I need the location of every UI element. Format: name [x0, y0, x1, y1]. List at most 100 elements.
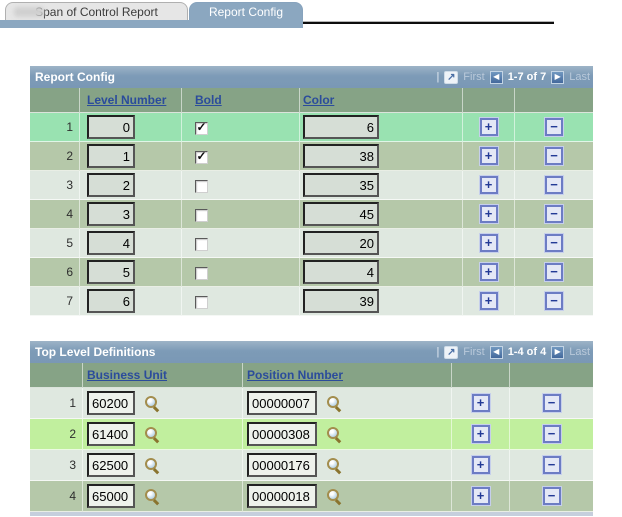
position-number-lookup-icon[interactable]: [326, 488, 343, 505]
bold-checkbox[interactable]: ✓: [195, 295, 208, 309]
row-number: 4: [30, 200, 80, 229]
redacted-blur: [14, 7, 44, 17]
position-number-input[interactable]: [247, 484, 317, 508]
divider-line: [303, 21, 554, 22]
color-input[interactable]: [303, 260, 379, 284]
table-row: 2 ✓ + −: [30, 142, 593, 171]
position-number-input[interactable]: [247, 391, 317, 415]
table-row: 1 + −: [30, 388, 593, 419]
add-row-button[interactable]: +: [471, 393, 490, 412]
grid-title: Report Config: [35, 70, 115, 84]
next-row-button[interactable]: ▶: [551, 70, 565, 84]
add-row-button[interactable]: +: [479, 291, 498, 310]
level-number-input[interactable]: [87, 231, 135, 255]
left-arrow-icon: ◀: [493, 347, 500, 356]
table-row: 2 + −: [30, 419, 593, 450]
add-row-button[interactable]: +: [479, 175, 498, 194]
business-unit-input[interactable]: [87, 391, 135, 415]
delete-row-button[interactable]: −: [545, 117, 563, 136]
color-input[interactable]: [303, 115, 379, 139]
delete-row-button[interactable]: −: [545, 233, 563, 252]
zoom-grid-icon[interactable]: ↗: [444, 70, 459, 84]
column-header-position-number[interactable]: Position Number: [247, 368, 344, 382]
left-arrow-icon: ◀: [493, 72, 500, 81]
delete-row-button[interactable]: −: [545, 291, 563, 310]
position-number-lookup-icon[interactable]: [326, 426, 343, 443]
column-header-bold[interactable]: Bold: [195, 93, 222, 107]
level-number-input[interactable]: [87, 173, 135, 197]
column-header-business-unit[interactable]: Business Unit: [87, 368, 168, 382]
bold-checkbox[interactable]: ✓: [195, 121, 208, 135]
grid-header-bar: Top Level Definitions | ↗ First ◀ 1-4 of…: [30, 341, 593, 363]
bold-checkbox[interactable]: ✓: [195, 266, 208, 280]
tab-span-of-control-report[interactable]: Span of Control Report: [5, 2, 188, 20]
level-number-input[interactable]: [87, 202, 135, 226]
add-row-button[interactable]: +: [479, 204, 498, 223]
level-number-input[interactable]: [87, 115, 135, 139]
next-row-button[interactable]: ▶: [551, 345, 565, 359]
delete-row-button[interactable]: −: [542, 424, 561, 443]
check-icon: ✓: [196, 149, 207, 163]
color-input[interactable]: [303, 202, 379, 226]
last-link[interactable]: Last: [569, 71, 590, 83]
tab-label: Report Config: [208, 5, 284, 19]
add-row-button[interactable]: +: [479, 262, 498, 281]
position-number-lookup-icon[interactable]: [326, 457, 343, 474]
delete-row-button[interactable]: −: [545, 204, 563, 223]
delete-row-button[interactable]: −: [545, 146, 563, 165]
bold-checkbox[interactable]: ✓: [195, 237, 208, 251]
row-number: 2: [30, 142, 80, 171]
plus-icon: +: [484, 177, 493, 193]
plus-icon: +: [484, 206, 493, 222]
business-unit-input[interactable]: [87, 422, 135, 446]
level-number-input[interactable]: [87, 260, 135, 284]
bold-checkbox[interactable]: ✓: [195, 208, 208, 222]
level-number-input[interactable]: [87, 144, 135, 168]
business-unit-input[interactable]: [87, 453, 135, 477]
column-header-color[interactable]: Color: [303, 93, 335, 107]
minus-icon: −: [547, 488, 556, 504]
delete-row-button[interactable]: −: [542, 486, 561, 505]
column-header-level-number[interactable]: Level Number: [87, 93, 167, 107]
business-unit-lookup-icon[interactable]: [144, 395, 161, 412]
color-input[interactable]: [303, 231, 379, 255]
position-number-input[interactable]: [247, 422, 317, 446]
add-row-button[interactable]: +: [471, 455, 490, 474]
add-row-button[interactable]: +: [471, 486, 490, 505]
grid-pagination: | ↗ First ◀ 1-4 of 4 ▶ Last: [436, 345, 590, 359]
business-unit-input[interactable]: [87, 484, 135, 508]
last-link[interactable]: Last: [569, 346, 590, 358]
level-number-input[interactable]: [87, 289, 135, 313]
color-input[interactable]: [303, 173, 379, 197]
business-unit-lookup-icon[interactable]: [144, 457, 161, 474]
delete-row-button[interactable]: −: [542, 455, 561, 474]
business-unit-lookup-icon[interactable]: [144, 426, 161, 443]
row-number: 4: [30, 481, 83, 512]
row-number: 3: [30, 450, 83, 481]
row-range: 1-4 of 4: [507, 346, 547, 358]
top-level-definitions-grid: Top Level Definitions | ↗ First ◀ 1-4 of…: [30, 341, 593, 512]
table-row: 4 + −: [30, 481, 593, 512]
delete-row-button[interactable]: −: [542, 393, 561, 412]
bold-checkbox[interactable]: ✓: [195, 179, 208, 193]
first-link[interactable]: First: [463, 346, 485, 358]
add-row-button[interactable]: +: [479, 117, 498, 136]
color-input[interactable]: [303, 144, 379, 168]
add-row-button[interactable]: +: [479, 146, 498, 165]
delete-row-button[interactable]: −: [545, 175, 563, 194]
zoom-grid-icon[interactable]: ↗: [444, 345, 459, 359]
previous-row-button[interactable]: ◀: [489, 70, 503, 84]
position-number-lookup-icon[interactable]: [326, 395, 343, 412]
business-unit-lookup-icon[interactable]: [144, 488, 161, 505]
position-number-input[interactable]: [247, 453, 317, 477]
previous-row-button[interactable]: ◀: [489, 345, 503, 359]
add-row-button[interactable]: +: [479, 233, 498, 252]
color-input[interactable]: [303, 289, 379, 313]
plus-icon: +: [484, 148, 493, 164]
grid-title: Top Level Definitions: [35, 345, 156, 359]
delete-row-button[interactable]: −: [545, 262, 563, 281]
bold-checkbox[interactable]: ✓: [195, 149, 208, 164]
add-row-button[interactable]: +: [471, 424, 490, 443]
first-link[interactable]: First: [463, 71, 485, 83]
tab-report-config[interactable]: Report Config: [189, 2, 303, 21]
